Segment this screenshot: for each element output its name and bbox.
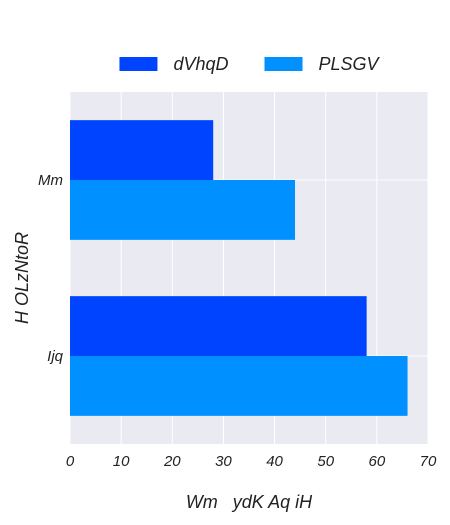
legend-swatch-dVhqD [119,57,158,71]
bar-dVhqD-Mm [70,120,214,180]
y-tick-labels: Mm Ijq [38,172,64,365]
x-axis-label: Wm ydK Aq iH [186,492,313,512]
bars [70,120,408,416]
x-tick-label: 0 [66,453,75,470]
x-tick-labels: 0 10 20 30 40 50 60 70 [66,453,437,470]
y-tick-label: Ijq [47,348,64,365]
x-tick-label: 20 [163,453,181,470]
legend: dVhqD PLSGV [119,54,381,74]
x-tick-label: 30 [215,453,232,470]
x-tick-label: 10 [113,453,130,470]
y-axis-label: H OLzNtoR [12,232,32,324]
x-tick-label: 40 [266,453,283,470]
legend-swatch-PLSGV [264,57,303,71]
bar-PLSGV-Mm [70,180,296,240]
legend-label-dVhqD: dVhqD [173,54,228,74]
bar-PLSGV-Ijq [70,356,408,416]
x-tick-label: 70 [420,453,437,470]
x-tick-label: 50 [317,453,334,470]
legend-label-PLSGV: PLSGV [319,54,381,74]
x-tick-label: 60 [369,453,386,470]
bar-dVhqD-Ijq [70,296,367,356]
y-tick-label: Mm [38,172,63,189]
